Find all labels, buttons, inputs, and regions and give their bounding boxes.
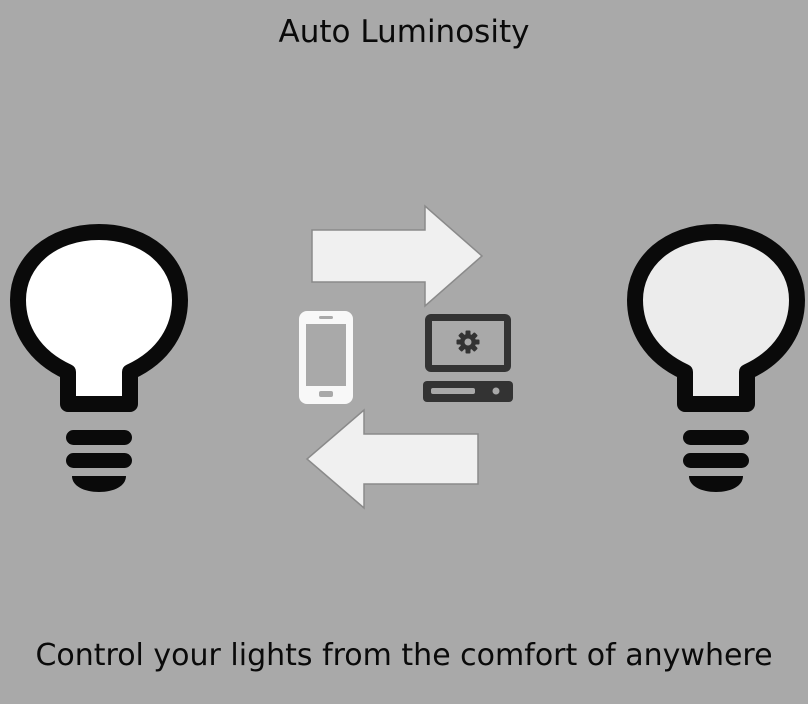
diagram-caption: Control your lights from the comfort of …: [35, 638, 773, 673]
gear-icon: [456, 330, 480, 354]
arrow-left-icon: [305, 408, 479, 510]
arrow-right-icon: [311, 204, 484, 308]
smartphone-icon: [299, 311, 353, 404]
right-lightbulb-icon: [627, 224, 805, 492]
diagram-title: Auto Luminosity: [278, 14, 530, 50]
left-lightbulb-icon: [10, 224, 188, 492]
computer-icon: [423, 314, 513, 402]
